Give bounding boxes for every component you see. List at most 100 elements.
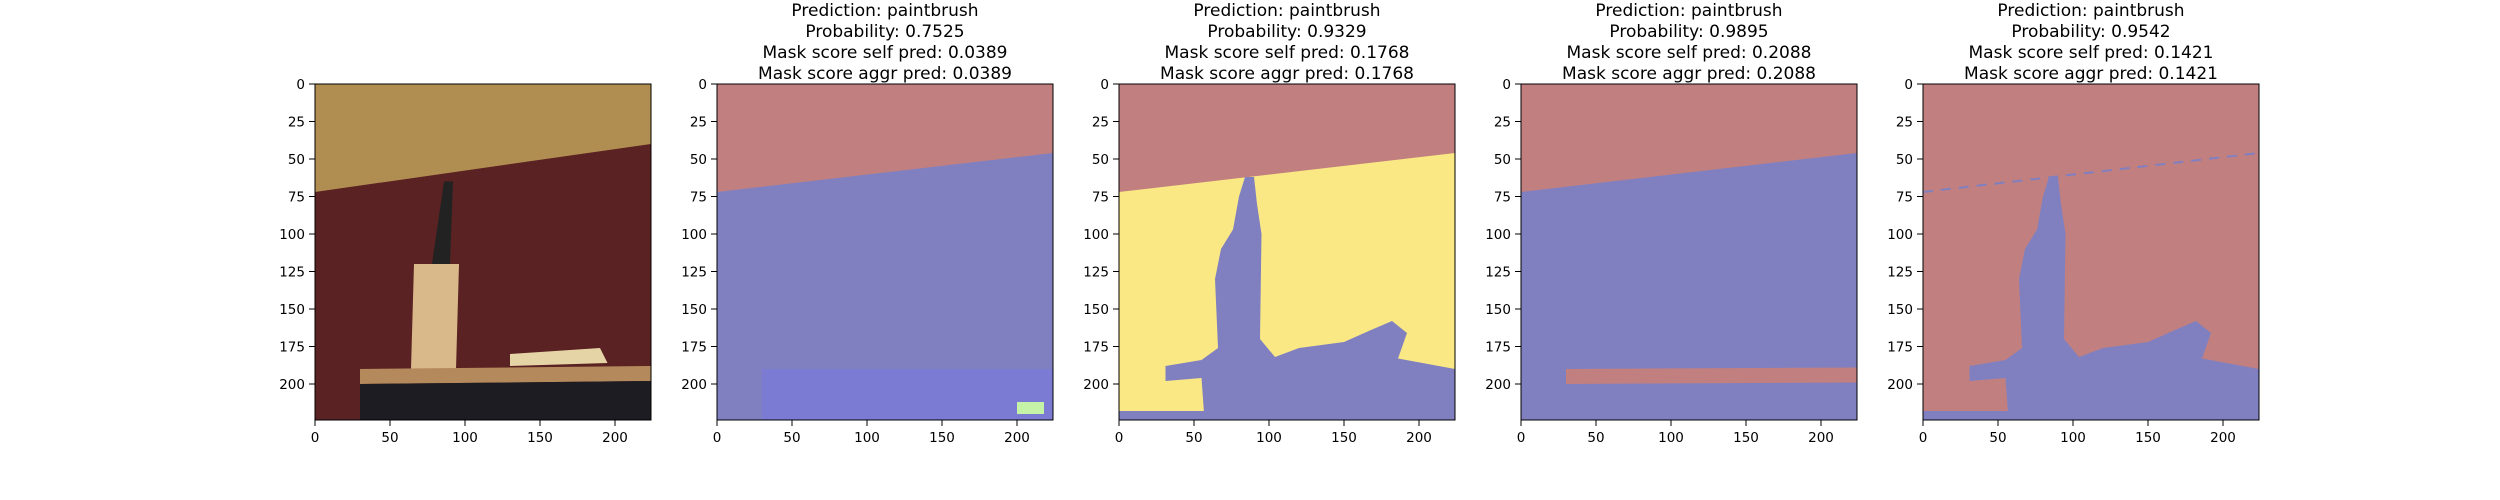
mask-region-blue-brush [1165,177,1455,420]
x-tick-label: 100 [1256,430,1282,446]
y-tick-label: 75 [288,190,305,206]
y-tick-label: 150 [279,302,305,318]
mask-region-red [1521,84,1857,192]
y-tick-label: 25 [1494,115,1511,131]
panel-2-image [1119,84,1455,420]
panel-title-line: Mask score self pred: 0.1768 [1165,43,1410,63]
panel-title-line: Mask score aggr pred: 0.1768 [1160,64,1414,84]
panel-2: 0 50 100 150 200 0 25 50 75 100 125 150 175 200 Predic… [1083,1,1456,446]
y-tick-label: 125 [279,265,305,281]
y-tick-label: 50 [690,152,707,168]
y-tick-label: 0 [1904,77,1913,93]
y-tick-label: 75 [690,190,707,206]
y-tick-label: 0 [296,77,305,93]
y-tick-label: 200 [1083,377,1109,393]
x-tick-label: 50 [1989,430,2006,446]
y-tick-label: 25 [1092,115,1109,131]
x-tick-label: 0 [713,430,722,446]
x-tick-label: 100 [1658,430,1684,446]
panel-title-line: Probability: 0.9542 [2011,22,2170,42]
panel-4-image [1923,84,2259,420]
mask-boundary-dashed [1923,152,2259,193]
y-tick-label: 0 [1100,77,1109,93]
x-tick-label: 150 [1733,430,1759,446]
panel-title-line: Prediction: paintbrush [791,1,978,21]
y-tick-label: 125 [1485,265,1511,281]
x-tick-label: 50 [381,430,398,446]
y-tick-label: 25 [1896,115,1913,131]
y-tick-label: 200 [279,377,305,393]
mask-region-blue-dark [762,369,1053,420]
x-tick-label: 200 [2210,430,2236,446]
x-tick-label: 150 [929,430,955,446]
panel-title-line: Probability: 0.9895 [1609,22,1768,42]
mask-region-red [717,84,1053,192]
panel-0-image [315,84,651,420]
panel-title-line: Mask score aggr pred: 0.0389 [758,64,1012,84]
x-tick-label: 150 [2135,430,2161,446]
photo-table-legs [360,381,651,420]
x-tick-label: 50 [783,430,800,446]
panel-0: 0 50 100 150 200 0 25 50 75 100 125 150 175 200 [279,77,652,446]
axes-frame [1520,83,1858,421]
x-tick-label: 50 [1185,430,1202,446]
mask-region-blue-bottom [1119,411,1455,420]
panel-title-line: Mask score aggr pred: 0.2088 [1562,64,1816,84]
y-tick-label: 25 [288,115,305,131]
y-tick-label: 75 [1896,190,1913,206]
panel-title-line: Mask score self pred: 0.2088 [1567,43,1812,63]
panel-title-line: Prediction: paintbrush [1193,1,1380,21]
photo-background-top [315,84,651,192]
y-tick-label: 175 [1887,340,1913,356]
x-tick-label: 150 [527,430,553,446]
y-tick-label: 150 [1083,302,1109,318]
x-tick-label: 0 [1919,430,1928,446]
y-tick-label: 125 [1083,265,1109,281]
y-tick-label: 50 [1092,152,1109,168]
y-tick-label: 150 [1887,302,1913,318]
y-tick-label: 150 [681,302,707,318]
x-tick-label: 200 [1004,430,1030,446]
x-tick-label: 150 [1331,430,1357,446]
panel-title-line: Mask score aggr pred: 0.1421 [1964,64,2218,84]
y-tick-label: 50 [1494,152,1511,168]
panel-title-line: Probability: 0.7525 [805,22,964,42]
panel-4: 0 50 100 150 200 0 25 50 75 100 125 150 175 200 Predic… [1887,1,2260,446]
axes-frame [314,83,652,421]
photo-table-edge [360,366,651,384]
y-tick-label: 175 [1485,340,1511,356]
x-tick-label: 0 [1115,430,1124,446]
y-tick-label: 175 [681,340,707,356]
y-tick-label: 50 [1896,152,1913,168]
panel-3-image [1521,84,1857,420]
y-tick-label: 100 [1485,227,1511,243]
x-tick-label: 100 [2060,430,2086,446]
y-tick-label: 100 [1887,227,1913,243]
photo-brush-handle [432,181,453,264]
panel-3: 0 50 100 150 200 0 25 50 75 100 125 150 175 200 Predic… [1485,1,1858,446]
y-tick-label: 75 [1494,190,1511,206]
x-tick-label: 0 [1517,430,1526,446]
photo-brush-bristles [411,264,459,369]
mask-region-red [1119,84,1455,192]
y-tick-label: 75 [1092,190,1109,206]
y-tick-label: 125 [681,265,707,281]
panel-title-line: Prediction: paintbrush [1595,1,1782,21]
y-tick-label: 200 [681,377,707,393]
y-tick-label: 0 [1502,77,1511,93]
axes-frame [716,83,1054,421]
y-tick-label: 25 [690,115,707,131]
y-tick-label: 100 [1083,227,1109,243]
y-tick-label: 150 [1485,302,1511,318]
y-tick-label: 175 [279,340,305,356]
x-tick-label: 0 [311,430,320,446]
photo-table-items [510,348,608,366]
panel-1: 0 50 100 150 200 0 25 50 75 100 125 150 175 200 Predic… [681,1,1054,446]
x-tick-label: 100 [854,430,880,446]
mask-region-red-top [1923,84,2259,192]
axes-frame [1118,83,1456,421]
panel-1-image [717,84,1053,420]
x-tick-label: 200 [1406,430,1432,446]
y-tick-label: 0 [698,77,707,93]
